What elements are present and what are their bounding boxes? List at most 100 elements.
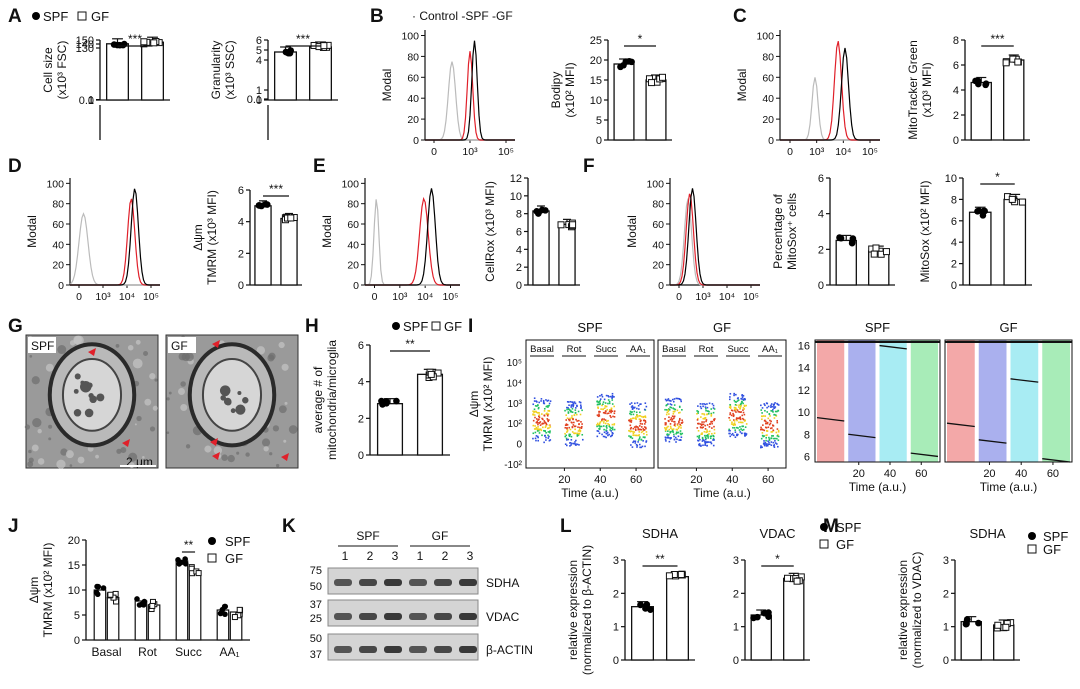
density-point <box>580 407 582 410</box>
density-point <box>569 417 571 420</box>
y-tick-label: 10 <box>68 585 80 597</box>
density-point <box>540 398 543 400</box>
density-point <box>702 444 704 447</box>
density-point <box>638 408 640 410</box>
histogram-curve <box>670 188 760 286</box>
texture-granule <box>154 378 158 382</box>
y-tick-label: 0 <box>516 440 522 451</box>
density-point <box>761 407 764 409</box>
density-point <box>702 405 704 408</box>
panel-letter-c: C <box>733 6 747 27</box>
density-point <box>596 414 599 417</box>
density-point <box>664 408 666 411</box>
density-point <box>641 415 643 418</box>
density-point <box>602 435 605 438</box>
density-point <box>629 436 632 439</box>
density-point <box>709 423 711 426</box>
density-point <box>637 441 639 443</box>
density-point <box>632 430 634 433</box>
density-point <box>700 424 703 427</box>
data-point <box>870 250 878 258</box>
y-axis-label: Bodipy <box>549 72 563 109</box>
density-point <box>728 416 730 419</box>
panel-letter-b: B <box>370 6 384 27</box>
density-point <box>565 434 568 437</box>
protein-band <box>334 579 352 586</box>
density-point <box>706 430 709 433</box>
density-point <box>765 439 767 442</box>
density-point <box>572 405 574 408</box>
density-point <box>634 434 637 437</box>
density-point <box>597 406 599 409</box>
density-point <box>638 434 641 436</box>
density-point <box>576 404 578 407</box>
y-tick-label: 14 <box>798 363 810 375</box>
texture-granule <box>32 417 42 428</box>
bar-chart-b: 0 5 10 15 20 25 * Bodipy (x10² MFI) <box>549 32 672 147</box>
data-point <box>617 63 624 71</box>
density-point <box>711 420 714 423</box>
density-point <box>636 416 639 418</box>
density-point <box>699 405 702 408</box>
density-point <box>636 414 639 417</box>
density-point <box>673 420 675 423</box>
density-point <box>697 417 699 420</box>
data-point <box>110 41 118 48</box>
density-point <box>579 413 582 416</box>
density-point <box>736 434 739 437</box>
plot-frame <box>944 339 1073 463</box>
density-point <box>577 410 580 413</box>
data-point <box>320 42 328 50</box>
density-point <box>634 417 637 420</box>
density-point <box>639 415 642 417</box>
y-tick-label: 8 <box>951 194 957 206</box>
y-tick-label: 20 <box>652 260 664 272</box>
density-point <box>708 426 711 428</box>
condition-label: Rot <box>699 344 714 355</box>
density-point <box>602 422 605 424</box>
density-point <box>569 409 571 411</box>
density-point <box>597 424 600 426</box>
density-point <box>541 417 543 420</box>
density-point <box>640 403 642 405</box>
density-point <box>541 434 543 437</box>
density-point <box>712 437 715 440</box>
density-point <box>760 437 763 440</box>
group-title: SPF <box>865 320 890 335</box>
density-point <box>574 402 577 405</box>
density-point <box>667 408 670 410</box>
density-point <box>675 441 677 443</box>
density-point <box>607 402 609 405</box>
texture-granule <box>60 448 68 456</box>
density-point <box>768 439 771 441</box>
density-point <box>631 437 634 440</box>
density-point <box>568 434 570 437</box>
y-tick-label: 0 <box>358 450 364 462</box>
density-point <box>601 419 603 421</box>
density-point <box>767 417 770 420</box>
y-tick-label: 5 <box>256 45 262 57</box>
y-axis-label: (x10³ FSC) <box>55 41 69 100</box>
significance-label: * <box>995 170 1000 184</box>
chromatin-spot <box>87 382 93 389</box>
bar-chart-a: 010.1 456 *** Granularity (x10³ SSC) <box>209 32 338 107</box>
y-tick-label: 80 <box>407 51 419 63</box>
bar-spf <box>960 621 982 661</box>
density-point <box>577 432 579 435</box>
density-point <box>706 410 709 412</box>
density-point <box>736 409 739 411</box>
density-point <box>629 420 631 423</box>
data-point <box>222 611 228 618</box>
data-point <box>107 591 114 598</box>
bar-gf <box>229 611 243 641</box>
lane-label: 1 <box>417 549 424 563</box>
chromatin-spot <box>74 373 81 380</box>
y-tick-label: 100 <box>401 31 419 43</box>
condition-band <box>1010 340 1039 462</box>
y-tick-label: 20 <box>762 114 774 126</box>
density-point <box>699 438 701 441</box>
density-point <box>733 399 736 402</box>
density-point <box>729 413 731 416</box>
density-point <box>597 401 600 404</box>
mw-marker-label: 25 <box>310 613 322 625</box>
